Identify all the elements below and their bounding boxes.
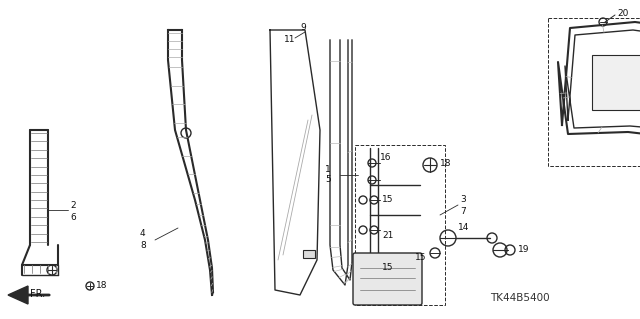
Text: 4: 4 [140,229,146,239]
Text: 18: 18 [440,159,451,167]
Bar [592,55,640,110]
Text: 3: 3 [460,196,466,204]
FancyBboxPatch shape [353,253,422,305]
Text: 9: 9 [300,24,306,33]
Text: TK44B5400: TK44B5400 [490,293,550,303]
Text: 18: 18 [96,281,108,291]
Text: 7: 7 [460,207,466,217]
Text: 14: 14 [458,224,469,233]
Bar [303,250,315,258]
Text: 20: 20 [617,9,628,18]
Text: 6: 6 [70,213,76,222]
Text: 15: 15 [415,254,426,263]
Text: 15: 15 [382,263,394,272]
Text: 19: 19 [518,246,529,255]
Text: 1: 1 [325,166,331,174]
Polygon shape [8,286,28,304]
Text: FR.: FR. [30,289,45,299]
Text: 5: 5 [325,175,331,184]
Text: 2: 2 [70,202,76,211]
Text: 15: 15 [382,196,394,204]
Bar [355,145,445,305]
Text: 8: 8 [140,241,146,250]
Bar [548,18,640,166]
Text: 11: 11 [284,35,295,44]
Text: 16: 16 [380,152,392,161]
Text: 21: 21 [382,232,394,241]
